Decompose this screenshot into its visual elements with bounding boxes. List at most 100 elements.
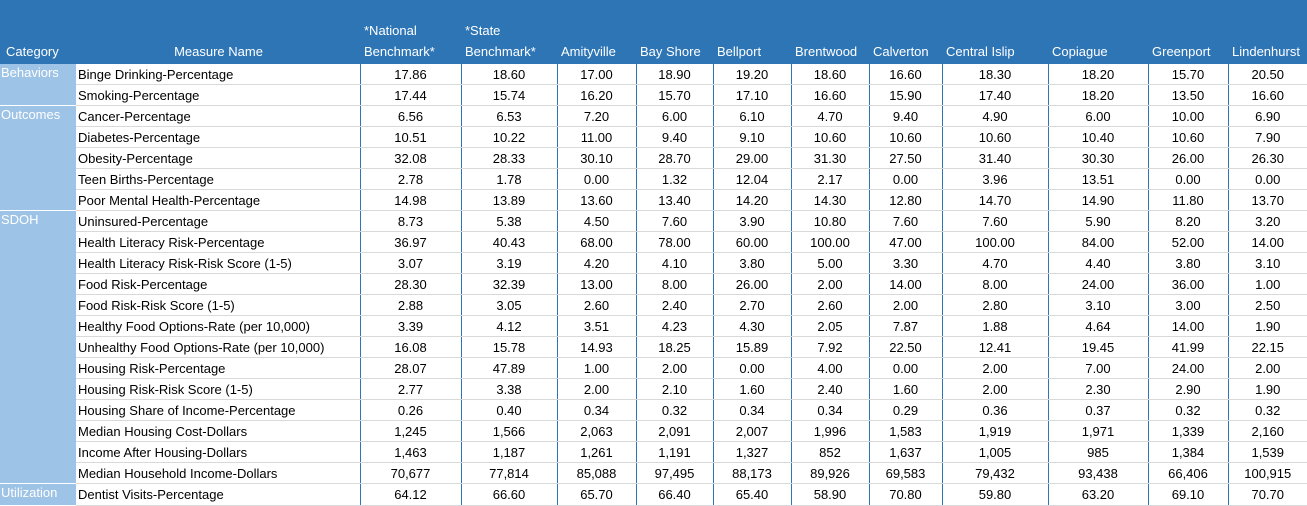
table-row: Unhealthy Food Options-Rate (per 10,000)…: [0, 336, 1307, 358]
table-row: Smoking-Percentage 17.44 15.74 16.20 15.70 17…: [0, 84, 1307, 106]
value-cell: 12.04: [712, 168, 791, 190]
header-line: [1232, 20, 1304, 41]
value-cell: 5.38: [460, 210, 557, 232]
value-cell: 1,583: [868, 420, 942, 442]
value-cell: 8.00: [941, 273, 1048, 295]
value-cell: 2.60: [790, 294, 869, 316]
value-cell: 0.26: [359, 399, 461, 421]
value-cell: 88,173: [712, 462, 791, 484]
header-measure-name[interactable]: Measure Name: [76, 0, 360, 64]
header-line: [1152, 20, 1225, 41]
header-column[interactable]: Amityville: [557, 0, 636, 64]
header-column[interactable]: *National Benchmark*: [360, 0, 461, 64]
header-line: Benchmark*: [465, 44, 536, 59]
value-cell: 3.38: [460, 378, 557, 400]
measure-name-cell: Food Risk-Percentage: [76, 273, 360, 295]
header-line: Central Islip: [946, 44, 1015, 59]
value-cell: 70.80: [868, 483, 942, 506]
header-column[interactable]: Lindenhurst: [1228, 0, 1307, 64]
value-cell: 7.60: [635, 210, 713, 232]
value-cell: 15.90: [868, 84, 942, 106]
value-cell: 3.90: [712, 210, 791, 232]
value-cell: 3.00: [1147, 294, 1228, 316]
value-cell: 18.25: [635, 336, 713, 358]
value-cell: 17.86: [359, 64, 461, 85]
value-cell: 18.90: [635, 64, 713, 85]
value-cell: 70,677: [359, 462, 461, 484]
header-category[interactable]: Category: [0, 0, 76, 64]
value-cell: 69,583: [868, 462, 942, 484]
value-cell: 84.00: [1047, 231, 1148, 253]
value-cell: 2,063: [556, 420, 636, 442]
value-cell: 70.70: [1227, 483, 1307, 506]
value-cell: 14.00: [1227, 231, 1307, 253]
value-cell: 10.22: [460, 126, 557, 148]
measure-name-cell: Binge Drinking-Percentage: [76, 64, 360, 85]
header-column[interactable]: Brentwood: [791, 0, 869, 64]
value-cell: 14.93: [556, 336, 636, 358]
value-cell: 3.05: [460, 294, 557, 316]
value-cell: 4.23: [635, 315, 713, 337]
measure-name-cell: Obesity-Percentage: [76, 147, 360, 169]
measure-name-cell: Poor Mental Health-Percentage: [76, 189, 360, 211]
value-cell: 14.20: [712, 189, 791, 211]
value-cell: 1,971: [1047, 420, 1148, 442]
value-cell: 22.50: [868, 336, 942, 358]
value-cell: 1,261: [556, 441, 636, 463]
header-line: Copiague: [1052, 44, 1108, 59]
value-cell: 77,814: [460, 462, 557, 484]
value-cell: 2.78: [359, 168, 461, 190]
header-line: [873, 20, 939, 41]
value-cell: 14.30: [790, 189, 869, 211]
value-cell: 29.00: [712, 147, 791, 169]
value-cell: 30.10: [556, 147, 636, 169]
header-column[interactable]: Greenport: [1148, 0, 1228, 64]
value-cell: 7.00: [1047, 357, 1148, 379]
value-cell: 0.36: [941, 399, 1048, 421]
value-cell: 14.00: [868, 273, 942, 295]
value-cell: 16.60: [1227, 84, 1307, 106]
table-row: SDOH Uninsured-Percentage 8.73 5.38 4.50 7.60…: [0, 210, 1307, 484]
value-cell: 16.60: [868, 64, 942, 85]
value-cell: 0.29: [868, 399, 942, 421]
value-cell: 13.50: [1147, 84, 1228, 106]
value-cell: 36.97: [359, 231, 461, 253]
header-column[interactable]: *State Benchmark*: [461, 0, 557, 64]
value-cell: 79,432: [941, 462, 1048, 484]
header-column[interactable]: Bellport: [713, 0, 791, 64]
value-cell: 5.90: [1047, 210, 1148, 232]
value-cell: 4.50: [556, 210, 636, 232]
value-cell: 14.70: [941, 189, 1048, 211]
value-cell: 15.70: [635, 84, 713, 106]
table-row: Housing Risk-Percentage 28.07 47.89 1.00 2.0…: [0, 357, 1307, 379]
table-row: Outcomes Cancer-Percentage 6.56 6.53 7.20 6.0…: [0, 105, 1307, 211]
header-column[interactable]: Bay Shore: [636, 0, 713, 64]
value-cell: 3.96: [941, 168, 1048, 190]
value-cell: 1.00: [1227, 273, 1307, 295]
header-line: *National: [364, 23, 417, 38]
header-column[interactable]: Central Islip: [942, 0, 1048, 64]
value-cell: 6.00: [635, 105, 713, 127]
value-cell: 19.20: [712, 64, 791, 85]
value-cell: 89,926: [790, 462, 869, 484]
category-cell: Utilization: [0, 483, 76, 506]
value-cell: 9.10: [712, 126, 791, 148]
value-cell: 1,637: [868, 441, 942, 463]
value-cell: 3.80: [712, 252, 791, 274]
value-cell: 0.32: [635, 399, 713, 421]
value-cell: 68.00: [556, 231, 636, 253]
measure-name-cell: Median Household Income-Dollars: [76, 462, 360, 484]
value-cell: 2.90: [1147, 378, 1228, 400]
header-line: Bellport: [717, 44, 762, 59]
value-cell: 47.89: [460, 357, 557, 379]
header-column[interactable]: Calverton: [869, 0, 942, 64]
header-column[interactable]: Copiague: [1048, 0, 1148, 64]
measure-name-cell: Housing Risk-Risk Score (1-5): [76, 378, 360, 400]
value-cell: 10.51: [359, 126, 461, 148]
value-cell: 31.30: [790, 147, 869, 169]
value-cell: 2.00: [868, 294, 942, 316]
value-cell: 100,915: [1227, 462, 1307, 484]
value-cell: 4.00: [790, 357, 869, 379]
value-cell: 3.80: [1147, 252, 1228, 274]
value-cell: 24.00: [1047, 273, 1148, 295]
